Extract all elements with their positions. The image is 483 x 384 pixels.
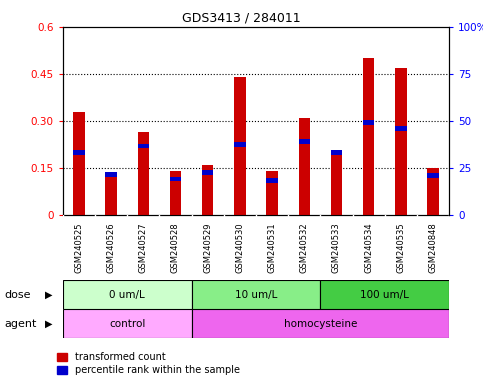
Bar — [73, 111, 85, 215]
Bar — [170, 171, 181, 215]
Text: homocysteine: homocysteine — [284, 318, 357, 329]
Text: control: control — [109, 318, 145, 329]
Text: agent: agent — [5, 318, 37, 329]
Bar — [192, 280, 320, 309]
Bar — [331, 156, 342, 215]
Text: ▶: ▶ — [44, 318, 52, 329]
Bar — [363, 120, 374, 125]
Bar — [63, 309, 192, 338]
Bar — [427, 174, 439, 178]
Text: 100 um/L: 100 um/L — [360, 290, 409, 300]
Bar — [267, 178, 278, 183]
Bar — [202, 165, 213, 215]
Text: 10 um/L: 10 um/L — [235, 290, 277, 300]
Text: GSM240535: GSM240535 — [397, 222, 405, 273]
Bar — [298, 139, 310, 144]
Bar — [234, 77, 245, 215]
Text: GSM240530: GSM240530 — [235, 222, 244, 273]
Text: GSM240529: GSM240529 — [203, 222, 212, 273]
Bar — [298, 118, 310, 215]
Bar — [192, 309, 449, 338]
Text: GSM240526: GSM240526 — [107, 222, 115, 273]
Legend: transformed count, percentile rank within the sample: transformed count, percentile rank withi… — [53, 348, 243, 379]
Bar — [267, 171, 278, 215]
Text: 0 um/L: 0 um/L — [109, 290, 145, 300]
Bar — [105, 172, 117, 177]
Bar — [395, 126, 407, 131]
Text: GSM240534: GSM240534 — [364, 222, 373, 273]
Text: GSM240527: GSM240527 — [139, 222, 148, 273]
Text: GSM240533: GSM240533 — [332, 222, 341, 273]
Bar — [138, 144, 149, 148]
Bar — [320, 280, 449, 309]
Bar — [105, 177, 117, 215]
Bar — [395, 68, 407, 215]
Text: GSM240848: GSM240848 — [428, 222, 438, 273]
Bar — [427, 168, 439, 215]
Bar — [202, 170, 213, 175]
Bar — [138, 132, 149, 215]
Bar — [363, 58, 374, 215]
Bar — [63, 280, 192, 309]
Text: GSM240525: GSM240525 — [74, 222, 84, 273]
Bar — [170, 177, 181, 181]
Bar — [331, 150, 342, 155]
Text: ▶: ▶ — [44, 290, 52, 300]
Text: GSM240532: GSM240532 — [300, 222, 309, 273]
Text: GDS3413 / 284011: GDS3413 / 284011 — [182, 12, 301, 25]
Text: dose: dose — [5, 290, 31, 300]
Bar — [234, 142, 245, 147]
Text: GSM240531: GSM240531 — [268, 222, 277, 273]
Bar — [73, 150, 85, 155]
Text: GSM240528: GSM240528 — [171, 222, 180, 273]
